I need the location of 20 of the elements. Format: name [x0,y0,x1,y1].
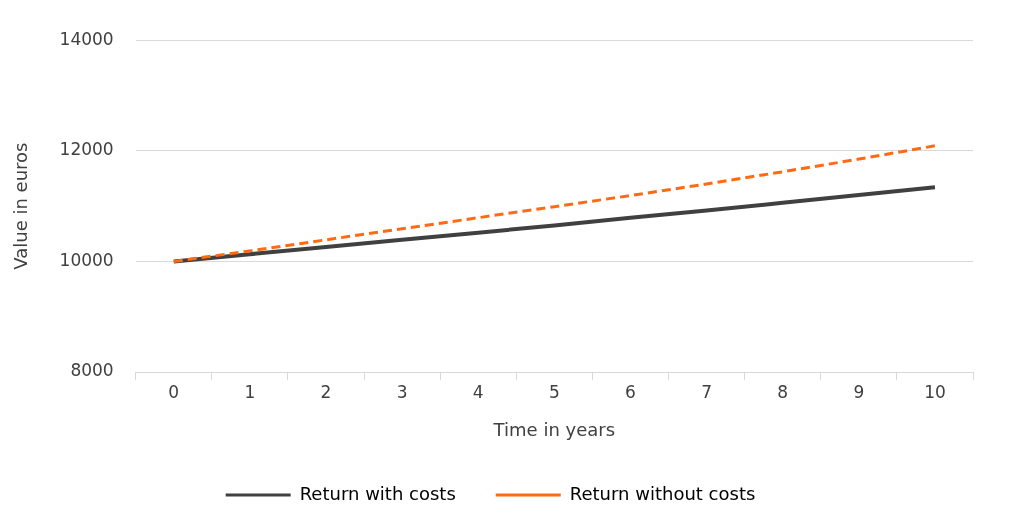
x-tick-label: 1 [244,381,256,402]
x-tick-label: 8 [777,381,789,402]
y-tick-label: 12000 [59,139,114,160]
x-tick-label: 3 [396,381,408,402]
x-tick-label: 7 [701,381,712,402]
y-tick-label: 14000 [59,28,114,49]
legend-label: Return without costs [569,482,756,504]
x-tick-label: 0 [168,381,180,402]
x-tick-label: 9 [853,381,865,402]
x-tick-label: 2 [320,381,332,402]
y-tick-label: 10000 [59,249,114,270]
y-tick-label: 8000 [70,360,114,381]
x-tick-label: 6 [625,381,636,402]
legend-label: Return with costs [299,482,456,504]
x-tick-label: 5 [548,381,560,402]
y-axis-title: Value in euros [10,142,32,270]
line-series [172,144,937,263]
x-axis-title: Time in years [492,418,616,440]
x-tick-label: 10 [924,381,946,402]
x-tick-label: 4 [472,381,484,402]
